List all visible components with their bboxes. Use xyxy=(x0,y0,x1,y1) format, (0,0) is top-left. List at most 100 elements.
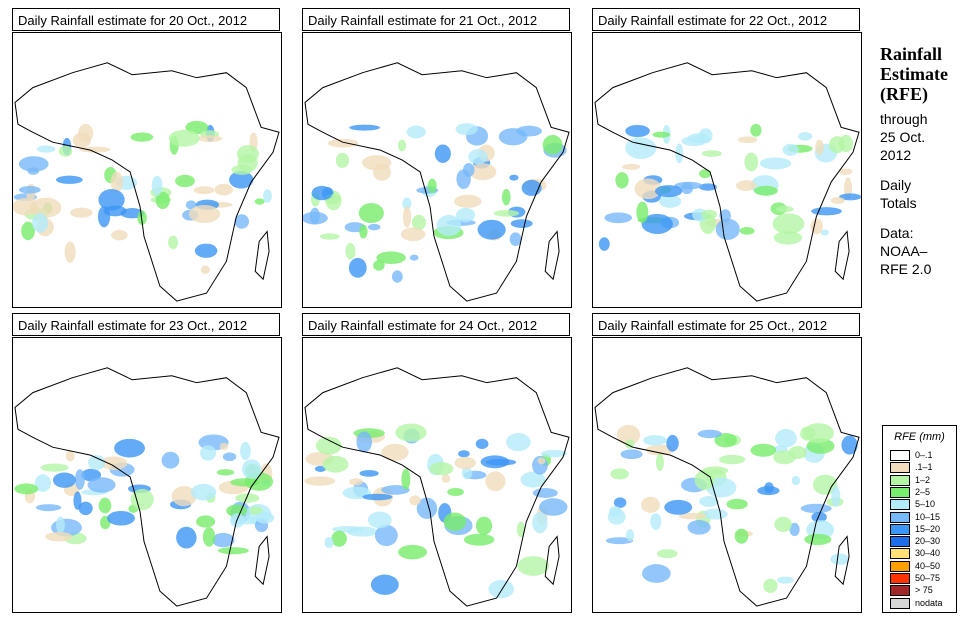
rain-cell xyxy=(493,209,520,217)
rain-cell xyxy=(699,169,712,179)
sidebar-data-source-2: RFE 2.0 xyxy=(880,261,932,277)
rain-cell xyxy=(185,200,197,210)
rain-cell xyxy=(656,549,678,559)
sidebar-through-label: through xyxy=(880,111,928,127)
rain-cell xyxy=(616,424,641,446)
rain-cell xyxy=(52,472,76,488)
rain-cell xyxy=(726,498,748,510)
sidebar-data-source-1: NOAA– xyxy=(880,243,928,259)
legend-label: 2–5 xyxy=(915,486,931,497)
rain-band xyxy=(605,423,858,594)
rain-band xyxy=(303,123,567,283)
rain-cell xyxy=(194,243,218,258)
rain-cell xyxy=(219,442,229,451)
panel-title: Daily Rainfall estimate for 24 Oct., 201… xyxy=(302,313,570,336)
rain-cell xyxy=(137,210,147,226)
rain-cell xyxy=(230,478,260,487)
rain-cell xyxy=(604,212,632,224)
rain-cell xyxy=(212,532,235,548)
rain-cell xyxy=(398,544,428,560)
rain-cell xyxy=(516,125,542,137)
rain-cell xyxy=(652,131,671,138)
sidebar-through-date-2: 2012 xyxy=(880,147,912,163)
sidebar-period-2: Totals xyxy=(880,195,917,211)
rain-cell xyxy=(517,556,550,576)
africa-rainfall-map xyxy=(12,32,282,308)
rain-cell xyxy=(188,204,221,224)
rain-cell xyxy=(813,474,838,495)
rain-cell xyxy=(196,515,216,528)
rain-cell xyxy=(538,498,568,516)
rain-cell xyxy=(642,564,671,583)
rain-cell xyxy=(772,213,805,235)
rain-cell xyxy=(372,163,391,181)
rain-cell xyxy=(477,219,506,240)
legend-label: .1–1 xyxy=(915,462,933,473)
legend-label: 15–20 xyxy=(915,523,941,534)
legend-title: RFE (mm) xyxy=(894,431,945,443)
rain-cell xyxy=(58,145,73,157)
rain-cell xyxy=(391,270,403,283)
rain-cell xyxy=(485,458,517,466)
rain-cell xyxy=(737,136,758,144)
rain-cell xyxy=(400,227,426,242)
rain-cell xyxy=(345,242,356,260)
rain-cell xyxy=(36,145,56,153)
legend-label: 10–15 xyxy=(915,511,941,522)
rain-cell xyxy=(640,496,660,513)
rain-cell xyxy=(314,465,327,472)
legend-swatch xyxy=(890,536,910,548)
rain-cell xyxy=(664,499,693,515)
rain-cell xyxy=(700,209,717,219)
rain-cell xyxy=(434,144,451,163)
rain-cell xyxy=(98,189,125,211)
rain-cell xyxy=(88,455,106,470)
rain-cell xyxy=(348,257,367,278)
sidebar-through-date-1: 25 Oct. xyxy=(880,129,926,145)
rain-cell xyxy=(687,133,711,143)
rain-cell xyxy=(455,123,478,136)
panel-title: Daily Rainfall estimate for 20 Oct., 201… xyxy=(12,8,280,31)
rain-cell xyxy=(461,466,473,480)
africa-rainfall-map xyxy=(302,32,572,308)
rain-cell xyxy=(750,443,777,457)
legend-swatch xyxy=(890,523,910,535)
rain-cell xyxy=(197,135,223,142)
rain-cell xyxy=(839,193,861,201)
rain-cell xyxy=(356,431,372,453)
legend-swatch xyxy=(890,486,910,498)
rain-cell xyxy=(373,260,385,271)
rain-cell xyxy=(175,174,195,188)
rain-cell xyxy=(782,143,799,156)
rain-cell xyxy=(615,172,629,189)
rain-cell xyxy=(402,206,412,228)
africa-rainfall-map xyxy=(12,337,282,613)
rain-cell xyxy=(324,537,334,549)
rain-cell xyxy=(349,124,380,131)
rain-cell xyxy=(114,438,145,458)
africa-coastline xyxy=(14,367,280,607)
rain-cell xyxy=(359,469,379,477)
rain-cell xyxy=(509,174,519,181)
rain-cell xyxy=(763,578,778,594)
rain-cell xyxy=(176,526,197,549)
rain-cell xyxy=(349,478,363,486)
legend-label: 20–30 xyxy=(915,536,941,547)
rain-cell xyxy=(838,134,854,153)
rain-cell xyxy=(27,167,39,175)
rain-cell xyxy=(714,433,737,448)
rain-cell xyxy=(675,143,684,164)
rain-cell xyxy=(744,152,759,172)
rain-cell xyxy=(202,527,216,547)
rain-cell xyxy=(416,497,438,519)
madagascar-outline xyxy=(834,535,850,586)
rain-cell xyxy=(540,449,568,458)
legend-label: 30–40 xyxy=(915,548,941,559)
rain-cell xyxy=(358,203,384,224)
rain-cell xyxy=(798,132,813,141)
rain-cell xyxy=(831,486,841,507)
rain-cell xyxy=(701,150,722,157)
rain-cell xyxy=(35,504,62,512)
rain-cell xyxy=(775,205,794,213)
legend-swatch xyxy=(890,511,910,523)
